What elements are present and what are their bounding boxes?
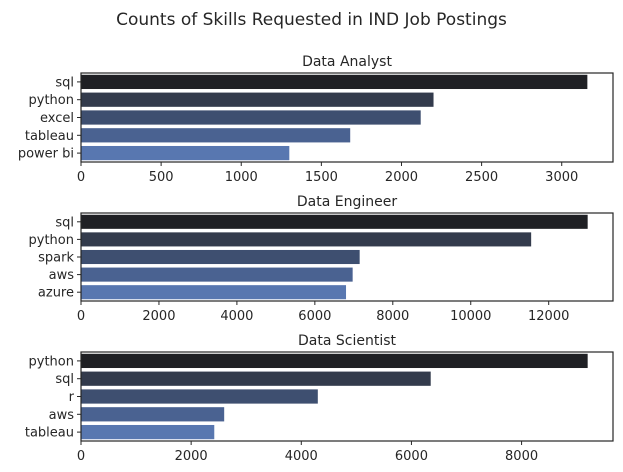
x-tick-label: 2000: [385, 170, 418, 185]
x-tick-label: 6000: [395, 449, 428, 464]
bar-python: [81, 92, 434, 107]
y-tick-label-aws: aws: [49, 268, 75, 283]
x-tick-label: 0: [77, 309, 85, 324]
x-tick-label: 4000: [220, 309, 253, 324]
x-tick-label: 10000: [450, 309, 491, 324]
bar-azure: [81, 285, 347, 300]
x-tick-label: 0: [77, 449, 85, 464]
subplot-title: Data Engineer: [297, 194, 397, 210]
x-tick-label: 1000: [225, 170, 258, 185]
y-tick-label-excel: excel: [40, 111, 74, 126]
axes-frame: [80, 351, 614, 442]
x-tick-label: 500: [149, 170, 174, 185]
x-tick-label: 8000: [376, 309, 409, 324]
bar-python: [81, 353, 588, 369]
x-tick-label: 0: [77, 170, 85, 185]
bar-sql: [81, 74, 588, 90]
x-tick-label: 2500: [465, 170, 498, 185]
bar-sql: [81, 214, 588, 229]
x-tick-label: 2000: [142, 309, 175, 324]
bar-aws: [81, 407, 225, 422]
y-tick-label-power-bi: power bi: [18, 147, 74, 162]
y-tick-label-python: python: [29, 233, 74, 248]
y-tick-label-spark: spark: [38, 251, 74, 266]
panel-data-analyst: Data Analyst sql python excel tableau power b…: [18, 54, 614, 185]
bar-python: [81, 232, 532, 247]
bar-sql: [81, 371, 431, 386]
axes-frame: [80, 212, 614, 302]
y-tick-label-tableau: tableau: [25, 129, 74, 144]
x-tick-label: 2000: [175, 449, 208, 464]
x-tick-label: 8000: [505, 449, 538, 464]
subplot-title: Data Analyst: [302, 54, 392, 70]
figure-title: Counts of Skills Requested in IND Job Po…: [116, 10, 507, 30]
x-tick-label: 12000: [528, 309, 569, 324]
y-tick-label-sql: sql: [55, 215, 74, 230]
y-tick-label-aws: aws: [49, 408, 75, 423]
y-tick-label-tableau: tableau: [25, 426, 74, 441]
subplot-title: Data Scientist: [298, 333, 397, 349]
bar-excel: [81, 110, 421, 125]
bar-tableau: [81, 424, 215, 440]
x-tick-label: 1500: [305, 170, 338, 185]
axes-frame: [80, 72, 614, 163]
x-tick-label: 6000: [298, 309, 331, 324]
bar-r: [81, 389, 318, 404]
y-tick-label-sql: sql: [55, 75, 74, 90]
y-tick-label-sql: sql: [55, 372, 74, 387]
y-tick-label-python: python: [29, 93, 74, 108]
bar-spark: [81, 249, 360, 265]
bar-power-bi: [81, 145, 290, 161]
bar-aws: [81, 267, 353, 282]
x-tick-label: 3000: [545, 170, 578, 185]
x-tick-label: 4000: [285, 449, 318, 464]
y-tick-label-python: python: [29, 354, 74, 369]
y-tick-label-azure: azure: [38, 286, 74, 301]
bar-tableau: [81, 128, 351, 143]
y-tick-label-r: r: [69, 390, 75, 405]
